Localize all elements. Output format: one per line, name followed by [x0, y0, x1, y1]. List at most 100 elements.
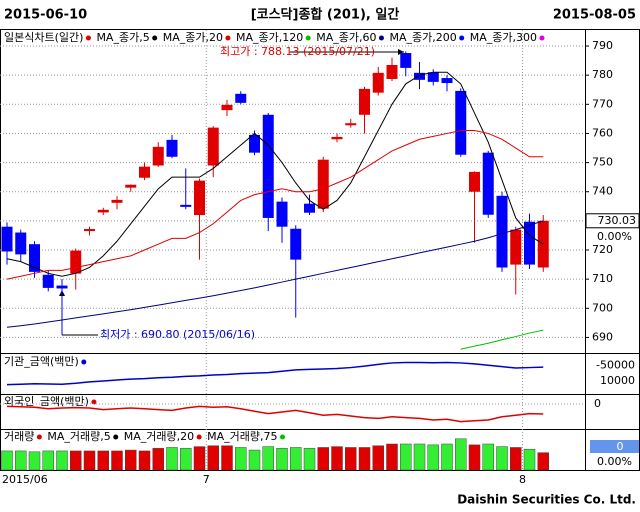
candle-body — [455, 90, 467, 155]
arrow-head — [398, 49, 404, 55]
high-annotation: 최고가 : 788.13 (2015/07/21) — [220, 45, 375, 58]
legend-label: 외국인_금액(백만) — [4, 395, 89, 408]
volume-bar — [166, 447, 178, 471]
candle-body — [482, 152, 494, 215]
legend-marker — [152, 35, 158, 41]
volume-bar — [1, 450, 13, 471]
ma-line — [6, 130, 544, 280]
volume-bar — [152, 448, 164, 471]
volume-change: 0.00% — [597, 455, 632, 468]
start-date: 2015-06-10 — [4, 8, 87, 23]
ma-line — [6, 220, 544, 328]
x-tick-label: 8 — [519, 473, 526, 486]
volume-bar — [193, 446, 206, 471]
volume-bar — [372, 445, 384, 471]
y-tick-label: 710 — [592, 272, 613, 285]
legend-label: MA_거래량,75 — [207, 430, 277, 443]
legend-marker — [36, 434, 42, 440]
volume-bar — [496, 446, 508, 471]
volume-bar — [523, 448, 536, 471]
volume-bar — [482, 443, 494, 471]
legend-marker — [305, 35, 311, 41]
volume-bar — [262, 446, 274, 471]
institution-line — [6, 361, 544, 386]
volume-bar — [441, 443, 453, 471]
y-tick-label: -50000 — [596, 358, 635, 371]
legend-label: MA_종가,200 — [389, 31, 456, 44]
volume-bar — [537, 452, 549, 471]
ma-line — [6, 71, 544, 277]
volume-bar — [111, 450, 123, 471]
low-annotation: 최저가 : 690.80 (2015/06/16) — [100, 328, 255, 341]
volume-bar — [400, 443, 412, 471]
legend-label: 일본식차트(일간) — [4, 30, 83, 44]
volume-bar — [83, 450, 96, 471]
legend-marker — [91, 399, 97, 405]
volume-bar — [358, 447, 371, 471]
legend-marker — [378, 35, 384, 41]
y-tick-label: 700 — [592, 301, 613, 314]
legend-marker — [225, 35, 231, 41]
volume-bar — [70, 450, 82, 471]
candle-body — [372, 72, 384, 93]
candle-body — [469, 171, 480, 192]
volume-bar — [235, 447, 247, 471]
volume-bar — [42, 450, 54, 471]
volume-bar — [97, 450, 109, 471]
y-tick-label: 0 — [594, 397, 601, 410]
volume-bar — [180, 448, 192, 471]
candle-body — [400, 53, 412, 68]
legend-marker — [85, 35, 91, 41]
candle-body — [70, 250, 82, 274]
chart-title: [코스닥]종합 (201), 일간 — [251, 7, 400, 23]
candle-body — [180, 204, 192, 207]
volume-bar — [221, 445, 233, 471]
price-box — [585, 213, 640, 229]
candle-body — [496, 195, 508, 268]
y-tick-label: 790 — [592, 39, 613, 52]
volume-bar — [510, 447, 522, 471]
candle-body — [207, 127, 219, 166]
legend-label: MA_종가,120 — [236, 31, 303, 44]
footer: Daishin Securities Co. Ltd. — [457, 493, 636, 507]
candle-body — [15, 232, 27, 255]
volume-bar — [276, 448, 288, 471]
foreign-line — [6, 405, 544, 423]
candle-body — [317, 159, 329, 209]
volume-bar — [345, 447, 357, 471]
unit-label: 10000 — [600, 374, 635, 387]
candle-body — [29, 244, 40, 272]
candle-body — [139, 166, 150, 178]
candle-body — [359, 88, 370, 115]
volume-bar — [317, 447, 329, 471]
change: 0.00% — [597, 230, 632, 243]
volume-bar — [303, 448, 316, 471]
end-date: 2015-08-05 — [553, 8, 636, 23]
legend-marker — [196, 434, 202, 440]
legend-label: MA_거래량,20 — [124, 430, 194, 443]
candle-body — [235, 93, 247, 103]
legend-marker — [459, 35, 465, 41]
last-price: 730.03 — [598, 214, 637, 227]
legend-label: 기관_금액(백만) — [4, 355, 79, 368]
candle-body — [510, 229, 522, 265]
volume-bar — [413, 443, 426, 471]
volume-bar — [455, 438, 467, 471]
legend-label: MA_거래량,5 — [47, 430, 110, 443]
y-tick-label: 720 — [592, 243, 613, 256]
ma-line — [460, 329, 544, 350]
legend-label: MA_종가,60 — [316, 31, 376, 44]
y-tick-label: 770 — [592, 97, 613, 110]
legend-label: MA_종가,300 — [470, 31, 537, 44]
volume-bar — [331, 446, 343, 471]
y-tick-label: 740 — [592, 185, 613, 198]
candle-body — [304, 203, 315, 213]
candle-body — [84, 229, 95, 232]
candle-body — [345, 123, 357, 126]
legend-label: MA_종가,5 — [96, 31, 149, 44]
candle-body — [125, 184, 137, 188]
candle-body — [42, 274, 54, 288]
candle-body — [290, 228, 302, 260]
legend-label: 거래량 — [4, 430, 34, 443]
